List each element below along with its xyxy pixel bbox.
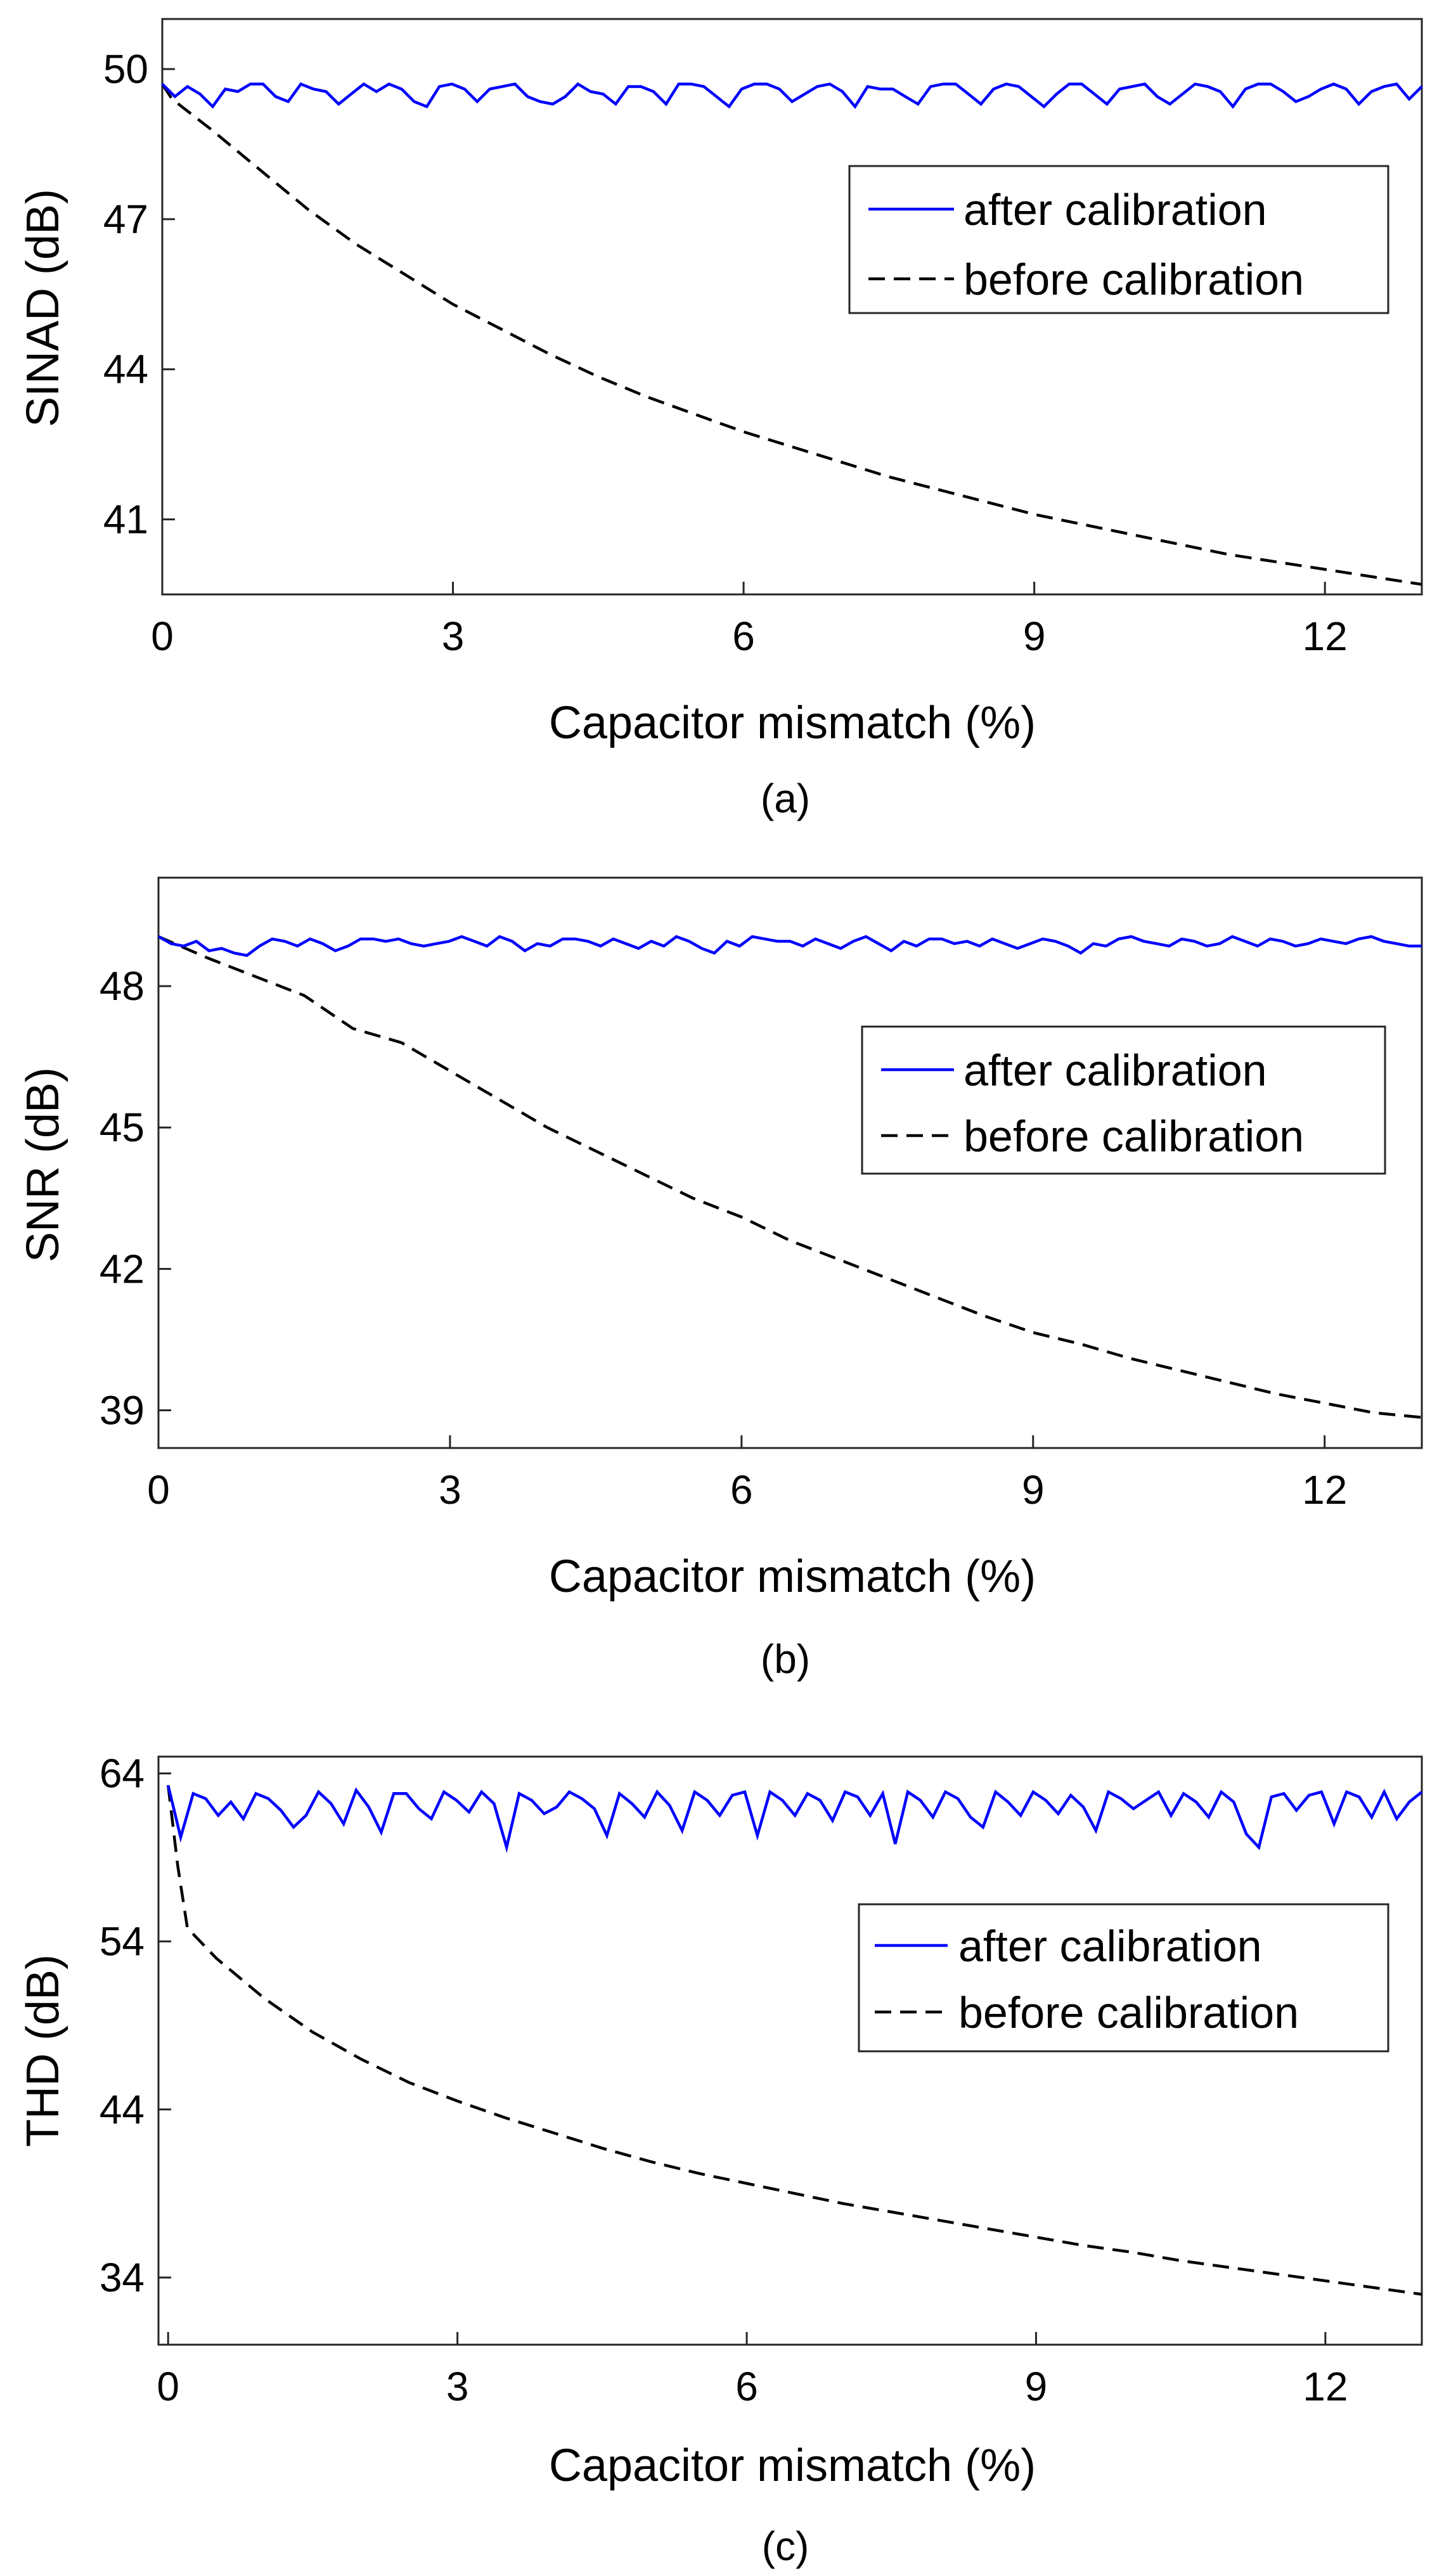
y-axis-title: SNR (dB)	[18, 1067, 68, 1262]
chart-panel-b: 39 42 45 48 0 3 6 9 12 after calibration before…	[18, 876, 1423, 1682]
y-axis-title: SINAD (dB)	[18, 189, 68, 427]
legend-label-before: before calibration	[958, 1988, 1299, 2037]
legend: after calibration before calibration	[848, 165, 1389, 314]
before-calibration-line	[166, 1785, 1422, 2296]
x-axis-title: Capacitor mismatch (%)	[549, 1551, 1036, 1602]
x-tick-label: 9	[1022, 1467, 1045, 1513]
plot-area-frame	[157, 1755, 1423, 2346]
y-tick-label: 64	[100, 1751, 145, 1797]
panel-caption-b: (b)	[761, 1636, 810, 1682]
x-tick-label: 3	[446, 2364, 469, 2409]
x-axis-ticks: 0 3 6 9 12	[151, 582, 1348, 659]
y-tick-label: 39	[100, 1387, 145, 1433]
x-tick-label: 0	[147, 1467, 170, 1513]
plot-area-frame	[161, 18, 1423, 596]
x-tick-label: 0	[151, 613, 174, 659]
y-tick-label: 50	[103, 46, 148, 92]
x-tick-label: 12	[1303, 613, 1348, 659]
y-tick-label: 41	[103, 497, 148, 542]
x-tick-label: 3	[442, 613, 465, 659]
panel-caption-a: (a)	[761, 776, 810, 821]
x-tick-label: 12	[1302, 1467, 1347, 1513]
x-axis-ticks: 0 3 6 9 12	[147, 1435, 1347, 1513]
x-tick-label: 9	[1025, 2364, 1048, 2409]
y-tick-label: 48	[100, 963, 145, 1009]
chart-panel-c: 34 44 54 64 0 3 6 9 12 after calibration before…	[18, 1751, 1423, 2569]
y-axis-ticks: 34 44 54 64	[100, 1751, 171, 2300]
legend-box	[858, 1903, 1389, 2053]
x-tick-label: 12	[1303, 2364, 1348, 2409]
y-tick-label: 47	[103, 196, 148, 242]
x-tick-label: 6	[735, 2364, 758, 2409]
legend-label-after: after calibration	[958, 1921, 1262, 1971]
x-tick-label: 3	[439, 1467, 461, 1513]
y-axis-ticks: 39 42 45 48	[100, 963, 171, 1433]
y-tick-label: 44	[103, 347, 148, 392]
legend-label-after: after calibration	[964, 185, 1267, 234]
legend-box	[848, 165, 1389, 314]
legend-label-after: after calibration	[964, 1046, 1267, 1095]
x-axis-ticks: 0 3 6 9 12	[157, 2332, 1348, 2409]
x-axis-title: Capacitor mismatch (%)	[549, 698, 1036, 748]
x-tick-label: 6	[730, 1467, 753, 1513]
y-axis-title: THD (dB)	[18, 1954, 68, 2147]
y-tick-label: 54	[100, 1919, 145, 1964]
y-tick-label: 42	[100, 1246, 145, 1291]
after-calibration-line	[157, 935, 1422, 958]
legend: after calibration before calibration	[861, 1025, 1386, 1175]
legend-box	[861, 1025, 1386, 1175]
panel-caption-c: (c)	[762, 2523, 809, 2569]
x-tick-label: 6	[732, 613, 755, 659]
y-tick-label: 44	[100, 2087, 145, 2132]
before-calibration-line	[158, 935, 1422, 1419]
y-tick-label: 34	[100, 2255, 145, 2300]
chart-panel-a: 41 44 47 50 0 3 6 9 12 after calibration before…	[18, 18, 1423, 821]
legend-label-before: before calibration	[964, 1112, 1304, 1161]
legend-label-before: before calibration	[964, 255, 1304, 304]
x-axis-title: Capacitor mismatch (%)	[549, 2440, 1036, 2491]
after-calibration-line	[167, 1785, 1423, 1854]
y-tick-label: 45	[100, 1105, 145, 1150]
legend: after calibration before calibration	[858, 1903, 1389, 2053]
x-tick-label: 0	[157, 2364, 179, 2409]
y-axis-ticks: 41 44 47 50	[103, 46, 175, 542]
x-tick-label: 9	[1023, 613, 1046, 659]
plot-area-frame	[157, 876, 1423, 1449]
after-calibration-line	[161, 82, 1423, 110]
